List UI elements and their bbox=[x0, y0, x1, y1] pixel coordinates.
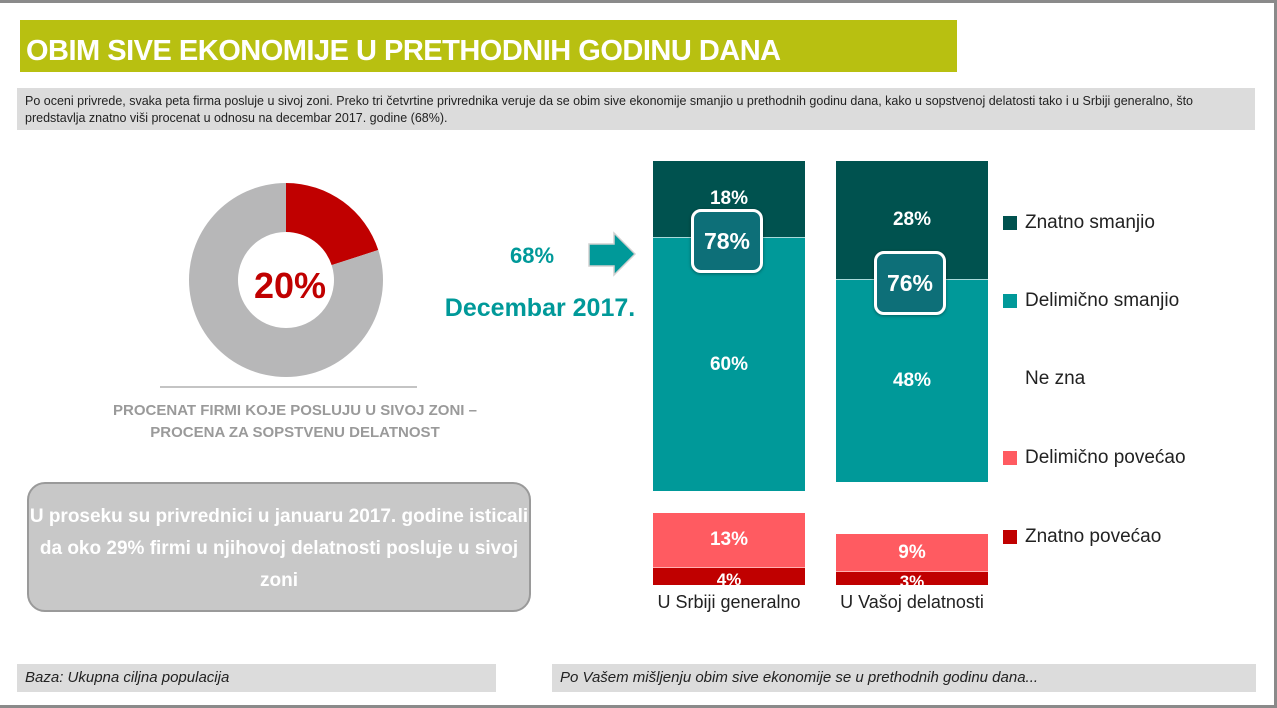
data-label: 4% bbox=[716, 569, 742, 589]
legend-swatch bbox=[1003, 294, 1017, 308]
legend-swatch bbox=[1003, 216, 1017, 230]
category-label: U Srbiji generalno bbox=[657, 592, 801, 612]
title-text: OBIM SIVE EKONOMIJE U PRETHODNIH GODINU … bbox=[26, 35, 781, 67]
legend-item: Ne zna bbox=[1003, 368, 1085, 390]
legend-label: Ne zna bbox=[1025, 368, 1086, 389]
legend-label: Delimično povećao bbox=[1025, 447, 1186, 468]
footer-question: Po Vašem mišljenju obim sive ekonomije s… bbox=[552, 664, 1256, 692]
total-decreased-badge: 78% bbox=[691, 209, 763, 274]
donut-caption: PROCENAT FIRMI KOJE POSLUJU U SIVOJ ZONI… bbox=[60, 400, 530, 444]
legend-item: Znatno povećao bbox=[1003, 526, 1161, 548]
description: Po oceni privrede, svaka peta firma posl… bbox=[17, 88, 1255, 130]
data-label: 48% bbox=[892, 370, 932, 392]
bar-segment-delimično-povećao: 13% bbox=[653, 513, 805, 569]
comparison-value: 68% bbox=[510, 243, 554, 268]
data-label: 9% bbox=[898, 541, 926, 563]
legend-item: Znatno smanjio bbox=[1003, 212, 1155, 234]
right-border bbox=[1274, 0, 1277, 708]
note-box: U proseku su privrednici u januaru 2017.… bbox=[27, 482, 531, 612]
footer-base: Baza: Ukupna ciljna populacija bbox=[17, 664, 496, 692]
data-label: 18% bbox=[709, 188, 749, 210]
bar-segment-znatno-povećao: 4% bbox=[653, 568, 805, 589]
bar-segment-znatno-povećao: 3% bbox=[836, 572, 988, 591]
data-label: 28% bbox=[892, 209, 932, 231]
data-label: 13% bbox=[709, 529, 749, 551]
total-decreased-badge: 76% bbox=[874, 251, 946, 316]
legend-swatch bbox=[1003, 451, 1017, 465]
legend-swatch bbox=[1003, 530, 1017, 544]
bar-segment-delimično-smanjio: 60% bbox=[653, 237, 805, 491]
donut-chart bbox=[188, 183, 383, 377]
bottom-border bbox=[0, 705, 1277, 708]
donut-caption-line: PROCENAT FIRMI KOJE POSLUJU U SIVOJ ZONI… bbox=[113, 402, 477, 419]
bar-segment-delimično-povećao: 9% bbox=[836, 534, 988, 573]
legend-item: Delimično povećao bbox=[1003, 447, 1186, 469]
comparison-label: Decembar 2017. bbox=[445, 294, 635, 322]
category-label: U Vašoj delatnosti bbox=[840, 592, 984, 612]
top-border bbox=[0, 0, 1277, 3]
legend-item: Delimično smanjio bbox=[1003, 290, 1179, 312]
donut-slice-rest bbox=[188, 183, 383, 377]
legend-label: Znatno povećao bbox=[1025, 526, 1162, 547]
donut-center-label: 20% bbox=[254, 265, 326, 306]
legend-swatch bbox=[1003, 372, 1017, 386]
donut-slice-gray-zone bbox=[286, 183, 379, 266]
data-label: 3% bbox=[899, 571, 925, 591]
arrow-right-icon bbox=[588, 231, 637, 277]
slide-title: OBIM SIVE EKONOMIJE U PRETHODNIH GODINU … bbox=[20, 20, 957, 72]
legend-label: Znatno smanjio bbox=[1025, 212, 1155, 233]
donut-caption-line: PROCENA ZA SOPSTVENU DELATNOST bbox=[150, 424, 440, 441]
data-label: 60% bbox=[709, 353, 749, 375]
legend-label: Delimično smanjio bbox=[1025, 290, 1180, 311]
